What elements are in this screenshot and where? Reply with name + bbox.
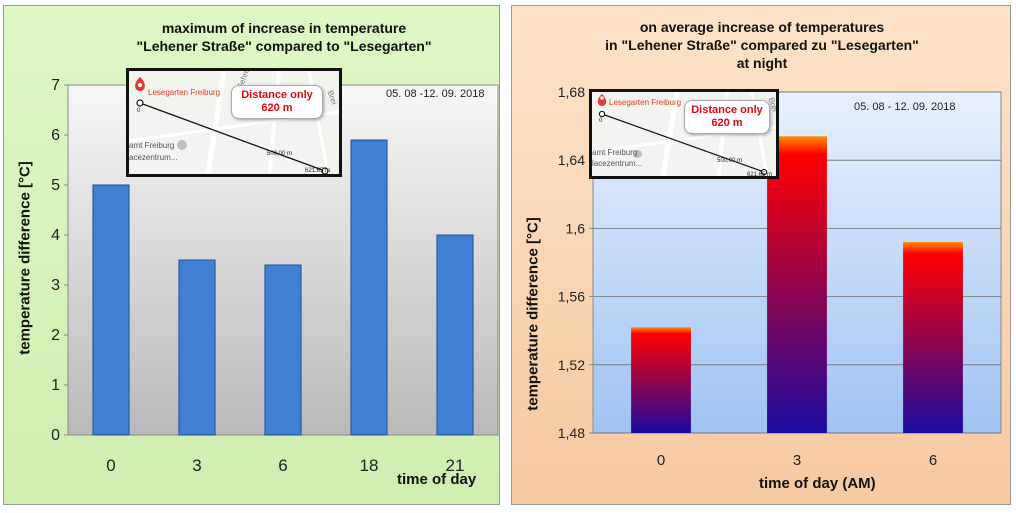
left-map-scale-end: 621,65 m [305,168,331,174]
right-chart-panel: on average increase of temperatures in "… [511,5,1011,505]
right-period-label: 05. 08 - 12. 09. 2018 [854,101,956,113]
left-map-poi-line-2: acezentrum... [129,153,178,162]
left-y-tick-label: 3 [51,277,60,294]
right-y-axis-label: temperature difference [°C] [524,217,542,411]
right-map-poi-line-1: amt Freiburg [592,148,638,157]
left-y-tick-label: 2 [51,327,60,344]
left-y-tick-label: 6 [51,127,60,144]
right-y-tick-label: 1,68 [558,84,585,100]
right-title-line-2: in "Lehener Straße" compared zu "Lesegar… [605,37,919,53]
left-y-tick-label: 7 [51,77,60,94]
left-chart-title: maximum of increase in temperature "Lehe… [84,19,484,55]
left-y-tick-label: 4 [51,227,60,244]
right-y-tick-label: 1,64 [558,152,585,168]
right-map-place-label: Lesegarten Freiburg [609,98,682,107]
left-chart-panel: maximum of increase in temperature "Lehe… [3,5,500,505]
right-title-line-3: at night [736,55,788,71]
left-bar [436,234,474,436]
left-y-tick-label: 1 [51,377,60,394]
right-map-inset: Lesegarten Freiburg Brei amt Freiburg la… [589,89,779,179]
right-y-tick-label: 1,6 [566,220,586,236]
left-y-tick-label: 0 [51,427,60,444]
left-map-poi-line-1: amt Freiburg [129,141,175,150]
right-map-poi-line-2: lacezentrum... [592,159,643,168]
left-x-tick-label: 6 [278,456,287,475]
right-map-scale-end: 621,65 m [747,172,773,178]
left-map-zero-label: 0 [137,108,141,114]
right-map-zero-label: 0 [599,118,603,124]
left-distance-callout: Distance only 620 m [231,85,323,119]
left-bar [92,184,130,436]
left-y-axis-label: temperature difference [°C] [16,161,34,355]
right-distance-callout: Distance only 620 m [684,100,770,134]
right-distance-line-2: 620 m [711,117,743,129]
left-map-scale-mid: 500,00 m [267,151,293,157]
right-y-tick-label: 1,52 [558,357,585,373]
left-x-tick-label: 21 [446,456,465,475]
left-y-tick-label: 5 [51,177,60,194]
right-bar [903,242,963,433]
left-x-tick-label: 0 [106,456,115,475]
right-map-scale-mid: 500,00 m [717,158,743,164]
left-bar [350,139,388,436]
left-x-tick-label: 18 [360,456,379,475]
right-x-tick-label: 0 [657,452,665,469]
left-title-line-2: "Lehener Straße" compared to "Lesegarten… [136,38,432,54]
left-map-place-label: Lesegarten Freiburg [148,88,221,97]
right-bar [631,327,691,433]
left-x-axis-label: time of day [397,471,477,488]
right-y-tick-label: 1,48 [558,425,585,441]
right-chart-title: on average increase of temperatures in "… [552,18,972,72]
left-distance-line-1: Distance only [241,89,313,101]
right-y-tick-label: 1,56 [558,289,585,305]
left-title-line-1: maximum of increase in temperature [161,20,407,36]
left-bar [264,264,302,436]
left-period-label: 05. 08 -12. 09. 2018 [386,88,485,100]
left-map-inset: Lesegarten Freiburg Fehre Brei amt Freib… [126,68,342,177]
right-title-line-1: on average increase of temperatures [639,19,885,35]
left-distance-line-2: 620 m [261,102,293,114]
left-x-tick-label: 3 [192,456,201,475]
right-x-tick-label: 3 [793,452,801,469]
right-x-tick-label: 6 [929,452,937,469]
right-x-axis-label: time of day (AM) [759,475,876,492]
left-bar [178,259,216,436]
right-distance-line-1: Distance only [691,104,763,116]
right-bar-chart: 1,48 1,52 1,56 1,6 1,64 1,68 0 3 6 [558,84,1002,469]
right-bar [767,136,827,433]
